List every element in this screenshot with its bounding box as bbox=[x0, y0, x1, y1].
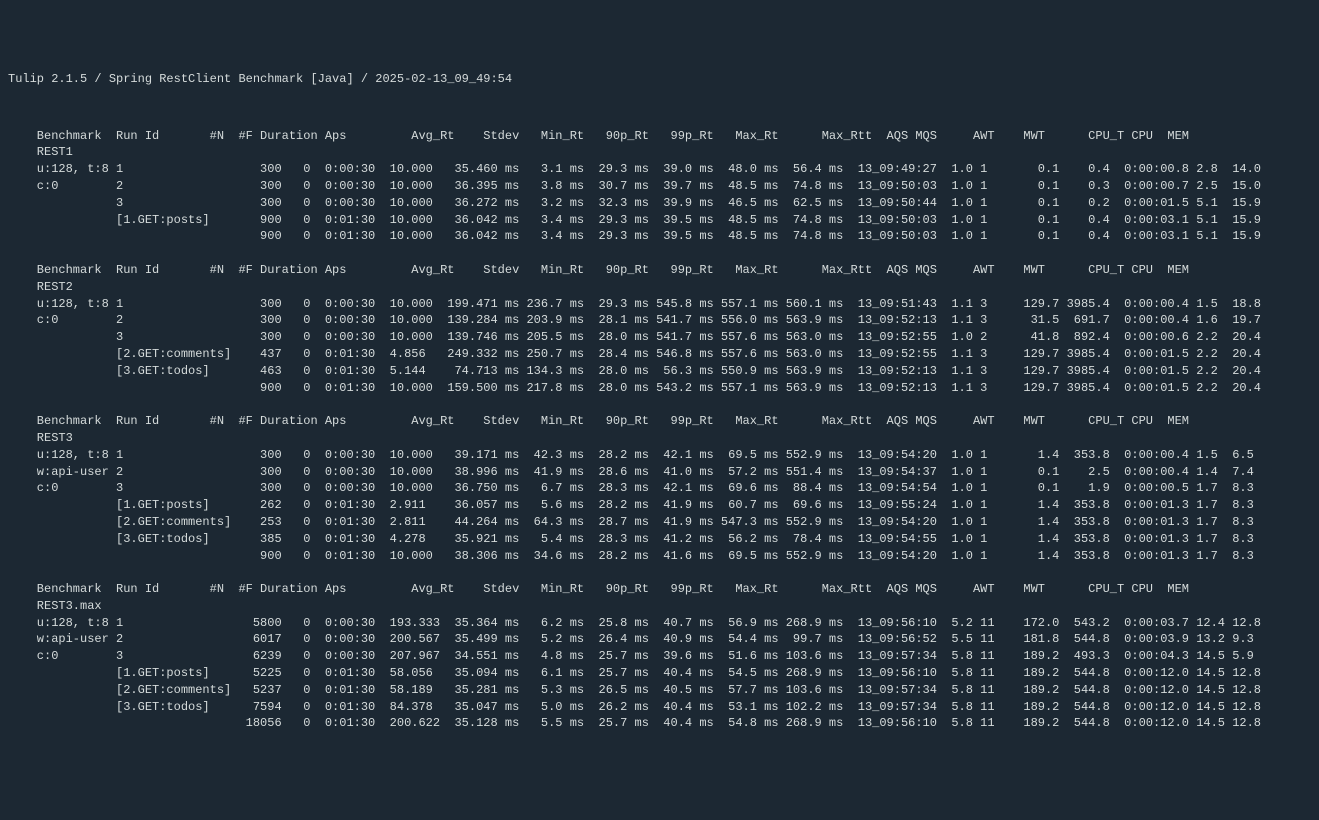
benchmark-output: Benchmark Run Id #N #F Duration Aps Avg_… bbox=[8, 111, 1311, 732]
page-title: Tulip 2.1.5 / Spring RestClient Benchmar… bbox=[8, 71, 1311, 88]
